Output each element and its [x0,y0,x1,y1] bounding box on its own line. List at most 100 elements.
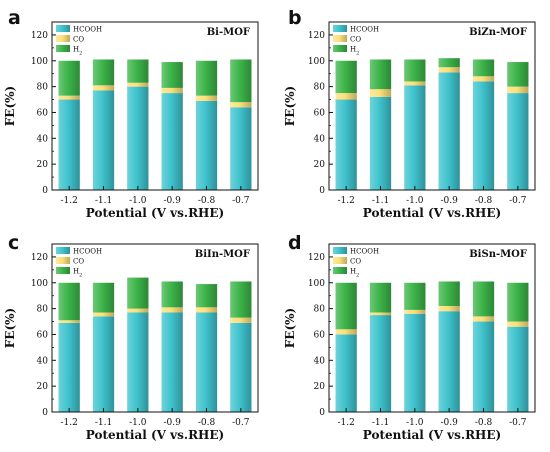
x-tick-label: -1.0 [129,196,147,206]
panel-b: b 0 20 40 60 80 100 120 -1.2 -1.1 -1.0 -0.9 -0.8 -0.7… [283,7,536,220]
x-tick-label: -1.1 [95,196,112,206]
bar-hcooh [161,312,183,412]
bar-co [161,307,183,313]
y-tick-label: 100 [31,57,48,67]
bar-h2 [58,282,80,321]
bar-co [369,89,392,97]
bar-hcooh [438,72,460,190]
legend-label-hcooh: HCOOH [73,248,102,256]
y-tick-label: 40 [37,134,49,144]
x-tick-label: -1.0 [406,418,424,428]
bar-h2 [404,59,426,82]
bar-hcooh [369,96,392,190]
legend-swatch-hcooh [333,25,347,32]
y-tick-label: 0 [42,408,48,418]
bar-co [472,316,495,322]
legend-swatch-co [56,257,70,264]
bar-hcooh [92,90,115,190]
bar-h2 [161,62,183,88]
bar-co [507,86,529,94]
bar-h2 [335,282,357,330]
legend-label-h2: H2 [350,46,359,57]
bar-h2 [161,281,183,308]
bar-hcooh [438,311,460,412]
panel-a: a 0 20 40 60 80 100 120 -1.2 -1.1 -1.0 -0.9 -0.8 -0.7… [3,7,259,220]
y-axis-label: FE(%) [3,308,17,348]
y-tick-label: 40 [314,134,326,144]
bar-hcooh [472,321,495,412]
bar-h2 [472,59,495,77]
bar-h2 [92,282,115,313]
bar-co [195,307,218,313]
bar-hcooh [404,313,426,412]
bar-co [58,95,80,100]
x-tick-label: -1.1 [95,418,112,428]
axes-frame [328,243,536,413]
bar-h2 [230,281,252,318]
bar-co [127,82,149,87]
x-axis-label: Potential (V vs.RHE) [363,428,501,442]
legend-swatch-h2 [333,45,347,52]
bar-h2 [369,59,392,90]
bar-co [58,320,80,323]
y-tick-label: 0 [319,408,325,418]
bar-h2 [230,59,252,103]
x-tick-label: -1.0 [129,418,147,428]
bar-h2 [58,60,80,96]
legend-swatch-co [56,35,70,42]
x-tick-label: -1.2 [337,196,354,206]
bar-h2 [438,58,460,68]
panel-letter: c [8,232,19,254]
y-tick-label: 80 [314,305,326,315]
legend-label-co: CO [73,258,84,266]
x-tick-label: -0.7 [232,196,250,206]
bar-co [230,317,252,323]
bar-co [230,102,252,108]
y-tick-label: 120 [308,253,325,263]
legend-label-h2: H2 [350,268,359,279]
bar-h2 [92,59,115,86]
y-tick-label: 60 [314,330,326,340]
x-tick-label: -0.9 [440,196,458,206]
bar-hcooh [92,316,115,412]
x-tick-label: -0.7 [232,418,250,428]
x-tick-label: -0.9 [440,418,458,428]
legend-label-hcooh: HCOOH [350,26,379,34]
legend-swatch-co [333,257,347,264]
bar-co [195,95,218,101]
bar-h2 [335,60,357,94]
bar-h2 [127,277,149,309]
panel-title: BiIn-MOF [195,249,250,260]
x-tick-label: -0.8 [198,196,216,206]
x-tick-label: -1.2 [60,196,77,206]
y-axis-label: FE(%) [283,86,297,126]
y-tick-label: 60 [314,108,326,118]
bar-hcooh [58,322,80,412]
bar-co [369,312,392,316]
x-tick-label: -1.2 [60,418,77,428]
x-axis-label: Potential (V vs.RHE) [86,206,224,220]
panel-title: BiZn-MOF [469,27,527,38]
y-tick-label: 120 [31,31,48,41]
bar-h2 [195,284,218,308]
panel-title: BiSn-MOF [469,249,527,260]
legend-swatch-h2 [333,267,347,274]
y-axis-label: FE(%) [283,308,297,348]
panel-letter: d [288,232,302,254]
bar-h2 [472,281,495,317]
y-tick-label: 20 [314,382,326,392]
bar-co [438,306,460,312]
bar-co [335,93,357,100]
x-axis-label: Potential (V vs.RHE) [86,428,224,442]
x-tick-label: -0.9 [163,418,181,428]
x-tick-label: -0.9 [163,196,181,206]
legend-swatch-co [333,35,347,42]
x-tick-label: -1.0 [406,196,424,206]
legend-label-co: CO [350,258,361,266]
bar-co [472,76,495,82]
bar-co [92,312,115,317]
x-tick-label: -1.1 [372,196,389,206]
legend-swatch-h2 [56,267,70,274]
bar-hcooh [127,86,149,190]
